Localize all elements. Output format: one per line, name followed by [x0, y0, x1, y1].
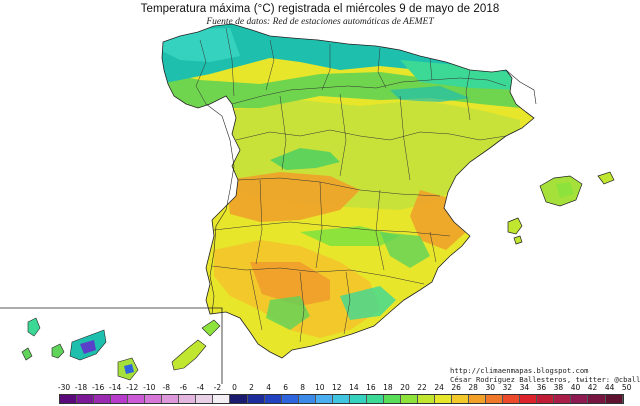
legend-label: 24: [434, 383, 444, 392]
legend-swatch: [452, 395, 470, 403]
legend-label: -30: [57, 383, 71, 392]
legend-swatch: [400, 395, 418, 403]
legend-swatch: [366, 395, 384, 403]
ibiza: [507, 217, 523, 235]
teide-summit: [80, 340, 96, 354]
credits-author: César Rodríguez Ballesteros, twitter: @c…: [450, 375, 640, 384]
legend-swatch: [503, 395, 521, 403]
legend-swatch: [554, 395, 572, 403]
legend-swatch: [486, 395, 504, 403]
legend-label: -14: [109, 383, 122, 392]
legend-swatch: [94, 395, 112, 403]
legend-label: -4: [196, 383, 205, 392]
legend-swatch: [145, 395, 163, 403]
map-title: Temperatura máxima (°C) registrada el mi…: [140, 3, 500, 15]
portugal-border: [205, 103, 235, 315]
gran-canaria-interior: [124, 364, 134, 374]
canarias-inset-frame: [0, 307, 223, 384]
la-gomera: [51, 343, 65, 359]
color-legend: [59, 394, 624, 404]
legend-swatch: [128, 395, 146, 403]
legend-label: -18: [74, 383, 88, 392]
lanzarote: [201, 319, 221, 337]
legend-label: 30: [485, 383, 496, 392]
legend-swatch: [213, 395, 231, 403]
legend-label: 12: [332, 383, 342, 392]
legend-label: 8: [300, 383, 306, 392]
legend-label: 20: [400, 383, 410, 392]
legend-label: 50: [621, 383, 632, 392]
legend-label: 6: [283, 383, 289, 392]
legend-swatch: [588, 395, 606, 403]
legend-label: 0: [232, 383, 237, 392]
legend-label: 26: [451, 383, 461, 392]
credits-block: http://climaenmapas.blogspot.com César R…: [450, 366, 640, 384]
france-border: [505, 69, 537, 105]
legend-label: 10: [314, 383, 325, 392]
legend-swatch: [264, 395, 282, 403]
legend-swatch: [281, 395, 299, 403]
legend-swatch: [77, 395, 95, 403]
legend-label: 38: [553, 383, 564, 392]
el-hierro: [21, 347, 33, 361]
legend-swatch: [605, 395, 623, 403]
legend-label: 4: [266, 383, 271, 392]
legend-swatch: [417, 395, 436, 403]
formentera: [513, 235, 523, 245]
legend-label: 22: [417, 383, 427, 392]
legend-label: 18: [383, 383, 393, 392]
legend-label: 32: [502, 383, 513, 392]
legend-swatch: [196, 395, 214, 403]
credits-url: http://climaenmapas.blogspot.com: [450, 366, 589, 375]
legend-swatch: [230, 395, 248, 403]
fuerteventura: [171, 339, 207, 371]
legend-label: -2: [213, 383, 222, 392]
legend-label: 28: [468, 383, 478, 392]
legend-swatch: [315, 395, 333, 403]
legend-labels: -30 -18 -16 -14 -12 -10 -8 -6 -4 -2 0 2 4 6 8 10 12 14 16 1…: [0, 383, 640, 393]
legend-label: 36: [536, 383, 547, 392]
legend-swatch: [537, 395, 555, 403]
legend-label: 2: [249, 383, 254, 392]
legend-label: -16: [91, 383, 105, 392]
la-palma: [27, 317, 41, 337]
legend-label: 34: [519, 383, 530, 392]
legend-label: -12: [126, 383, 139, 392]
legend-swatch: [469, 395, 487, 403]
legend-swatch: [383, 395, 401, 403]
legend-label: -10: [143, 383, 156, 392]
map-subtitle: Fuente de datos: Red de estaciones autom…: [206, 17, 434, 27]
legend-label: 16: [366, 383, 376, 392]
legend-swatch: [332, 395, 350, 403]
legend-swatch: [520, 395, 538, 403]
mallorca-interior: [556, 182, 574, 198]
legend-swatch: [298, 395, 316, 403]
province-boundaries: [195, 27, 507, 343]
legend-label: 44: [604, 383, 615, 392]
legend-swatch: [571, 395, 589, 403]
balearic-islands: [507, 171, 615, 245]
legend-label: 42: [587, 383, 598, 392]
legend-swatch: [179, 395, 197, 403]
menorca: [597, 171, 615, 185]
legend-swatch: [247, 395, 265, 403]
legend-label: 40: [570, 383, 581, 392]
legend-label: -8: [162, 383, 171, 392]
legend-label: -6: [179, 383, 188, 392]
peninsula-temperature-field: [162, 24, 534, 358]
legend-swatch: [111, 395, 129, 403]
legend-swatch: [435, 395, 453, 403]
legend-label: 14: [349, 383, 359, 392]
canary-islands: [21, 317, 221, 381]
legend-swatch: [60, 395, 78, 403]
legend-swatch: [349, 395, 367, 403]
legend-swatch: [162, 395, 180, 403]
